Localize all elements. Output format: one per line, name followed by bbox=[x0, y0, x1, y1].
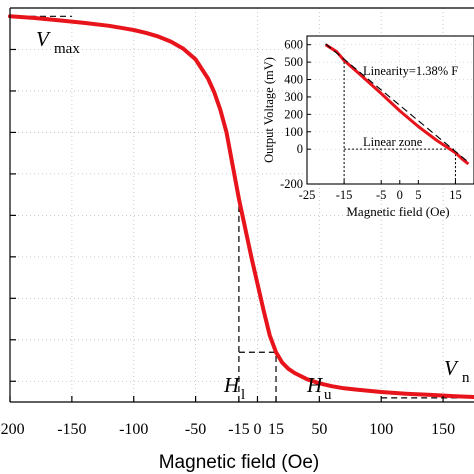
main-x-tick-label: -100 bbox=[119, 421, 148, 438]
vmax-label-subscript: max bbox=[54, 41, 80, 57]
hu-label-subscript: u bbox=[324, 387, 332, 403]
main-x-tick-label: 150 bbox=[431, 421, 455, 438]
inset-x-tick-label: -25 bbox=[299, 188, 316, 202]
inset-x-tick-label: -5 bbox=[376, 188, 386, 202]
main-series bbox=[8, 14, 474, 399]
hu-label: H bbox=[306, 373, 324, 397]
inset-y-tick-label: 400 bbox=[284, 73, 303, 87]
vmin-label-subscript: n bbox=[462, 370, 470, 386]
inset-series bbox=[324, 43, 470, 166]
vmin-label: V bbox=[444, 356, 459, 380]
main-x-tick-label: -50 bbox=[185, 421, 206, 438]
main-x-tick-label: 15 bbox=[268, 421, 284, 438]
main-x-tick-label: 100 bbox=[369, 421, 393, 438]
main-x-tick-label: -15 bbox=[228, 421, 249, 438]
main-x-tick-label: 50 bbox=[311, 421, 327, 438]
vmax-label: V bbox=[36, 27, 51, 51]
inset-y-tick-label: 300 bbox=[284, 90, 303, 104]
inset-x-tick-label: 0 bbox=[397, 188, 403, 202]
inset-axes bbox=[306, 35, 474, 185]
main-axes bbox=[9, 7, 474, 403]
inset-y-tick-label: 500 bbox=[284, 55, 303, 69]
main-annotations: V max V n H l H u bbox=[36, 27, 470, 403]
hl-label: H bbox=[223, 373, 241, 397]
main-x-tick-label: 0 bbox=[253, 421, 261, 438]
inset-x-tick-label: -15 bbox=[336, 188, 353, 202]
inset-frame bbox=[306, 35, 474, 185]
inset-y-tick-label: 200 bbox=[284, 107, 303, 121]
inset-y-tick-label: 600 bbox=[284, 38, 303, 52]
inset-x-tick-label: 15 bbox=[449, 188, 462, 202]
inset-background bbox=[307, 36, 474, 184]
inset-y-tick-label: -200 bbox=[280, 177, 303, 191]
inset-y-axis-title: Output Voltage (mV) bbox=[262, 57, 276, 163]
inset-x-axis-title: Magnetic field (Oe) bbox=[346, 204, 449, 219]
inset-x-tick-label: 5 bbox=[415, 188, 421, 202]
inset-reference-lines bbox=[343, 60, 456, 184]
main-x-tick-label: -200 bbox=[0, 421, 25, 438]
main-series-line bbox=[8, 14, 474, 399]
hl-label-subscript: l bbox=[241, 387, 245, 403]
inset-fit-line bbox=[325, 43, 469, 163]
main-x-tick-label: -150 bbox=[57, 421, 86, 438]
inset-y-tick-label: 100 bbox=[284, 125, 303, 139]
inset-series-line bbox=[324, 43, 470, 166]
inset-y-tick-label: 0 bbox=[297, 142, 303, 156]
inset-linearity-label: Linearity=1.38% F bbox=[363, 64, 458, 78]
main-x-axis-title: Magnetic field (Oe) bbox=[159, 452, 320, 473]
inset-linear-zone-label: Linear zone bbox=[363, 135, 423, 149]
